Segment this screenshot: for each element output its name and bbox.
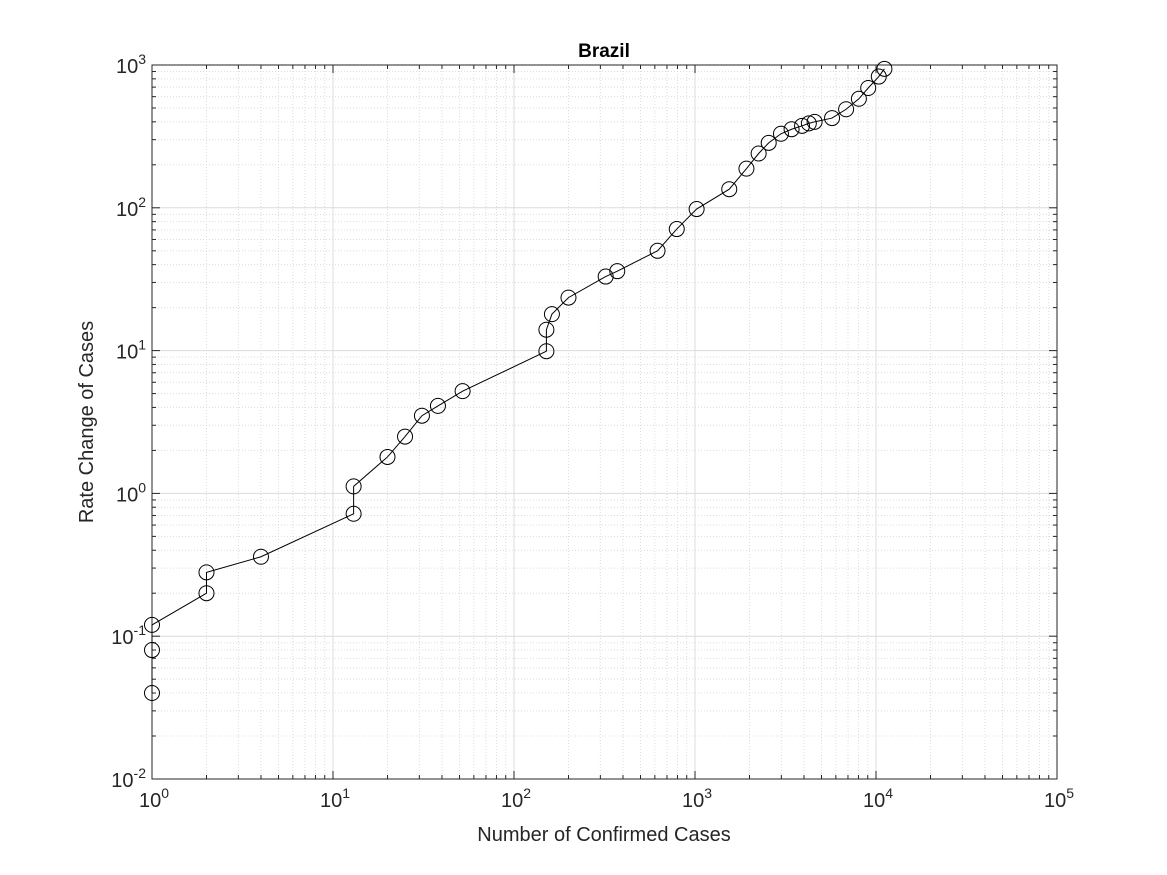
- x-tick-label: 102: [501, 785, 531, 812]
- data-point: [429, 397, 446, 414]
- y-tick-labels: 10-2 10-1 100 101 102 103: [111, 51, 146, 792]
- y-tick-label: 10-2: [111, 765, 146, 792]
- data-point: [538, 343, 555, 360]
- data-point: [397, 428, 414, 445]
- data-point: [538, 321, 555, 338]
- y-tick-label: 100: [116, 479, 146, 506]
- data-point: [721, 181, 738, 198]
- data-point: [688, 201, 705, 218]
- data-point: [824, 110, 841, 127]
- data-series: [144, 60, 893, 702]
- data-point: [345, 505, 362, 522]
- data-point: [668, 221, 685, 238]
- y-tick-label: 10-1: [111, 622, 146, 649]
- data-point: [597, 268, 614, 285]
- x-tick-label: 103: [682, 785, 712, 812]
- x-tick-label: 100: [139, 785, 169, 812]
- data-point: [560, 289, 577, 306]
- data-point: [252, 548, 269, 565]
- data-point: [750, 145, 767, 162]
- data-point: [543, 306, 560, 323]
- y-tick-label: 101: [116, 337, 146, 364]
- data-point: [345, 478, 362, 495]
- chart-title: Brazil: [578, 41, 630, 62]
- axes-frame: [151, 64, 1058, 780]
- data-point: [876, 60, 893, 77]
- data-point: [738, 160, 755, 177]
- data-point: [760, 134, 777, 151]
- data-point: [379, 448, 396, 465]
- data-point: [144, 616, 160, 633]
- data-point: [144, 642, 160, 659]
- minor-grid: [152, 65, 1057, 779]
- data-point: [838, 101, 855, 118]
- data-point: [144, 685, 160, 702]
- series-line: [151, 68, 885, 694]
- axes-box: [151, 64, 1058, 780]
- data-point: [800, 115, 817, 132]
- x-axis-title: Number of Confirmed Cases: [477, 824, 730, 846]
- data-point: [850, 90, 867, 107]
- data-point: [649, 242, 666, 259]
- x-tick-label: 105: [1044, 785, 1074, 812]
- data-point: [413, 407, 430, 424]
- y-tick-label: 103: [116, 51, 146, 78]
- x-tick-label: 104: [863, 785, 893, 812]
- y-axis-title: Rate Change of Cases: [76, 321, 98, 523]
- plot-area: [152, 65, 1057, 779]
- y-tick-label: 102: [116, 194, 146, 221]
- data-point: [198, 564, 215, 581]
- x-tick-labels: 100 101 102 103 104 105: [139, 785, 1074, 812]
- data-point: [772, 125, 789, 142]
- data-point: [198, 585, 215, 602]
- tick-marks: [151, 64, 1058, 780]
- data-point: [454, 383, 471, 400]
- data-point: [806, 113, 823, 130]
- data-point: [783, 121, 800, 138]
- data-point: [609, 263, 626, 280]
- data-point: [794, 117, 811, 134]
- x-tick-label: 101: [320, 785, 350, 812]
- data-point: [860, 80, 877, 97]
